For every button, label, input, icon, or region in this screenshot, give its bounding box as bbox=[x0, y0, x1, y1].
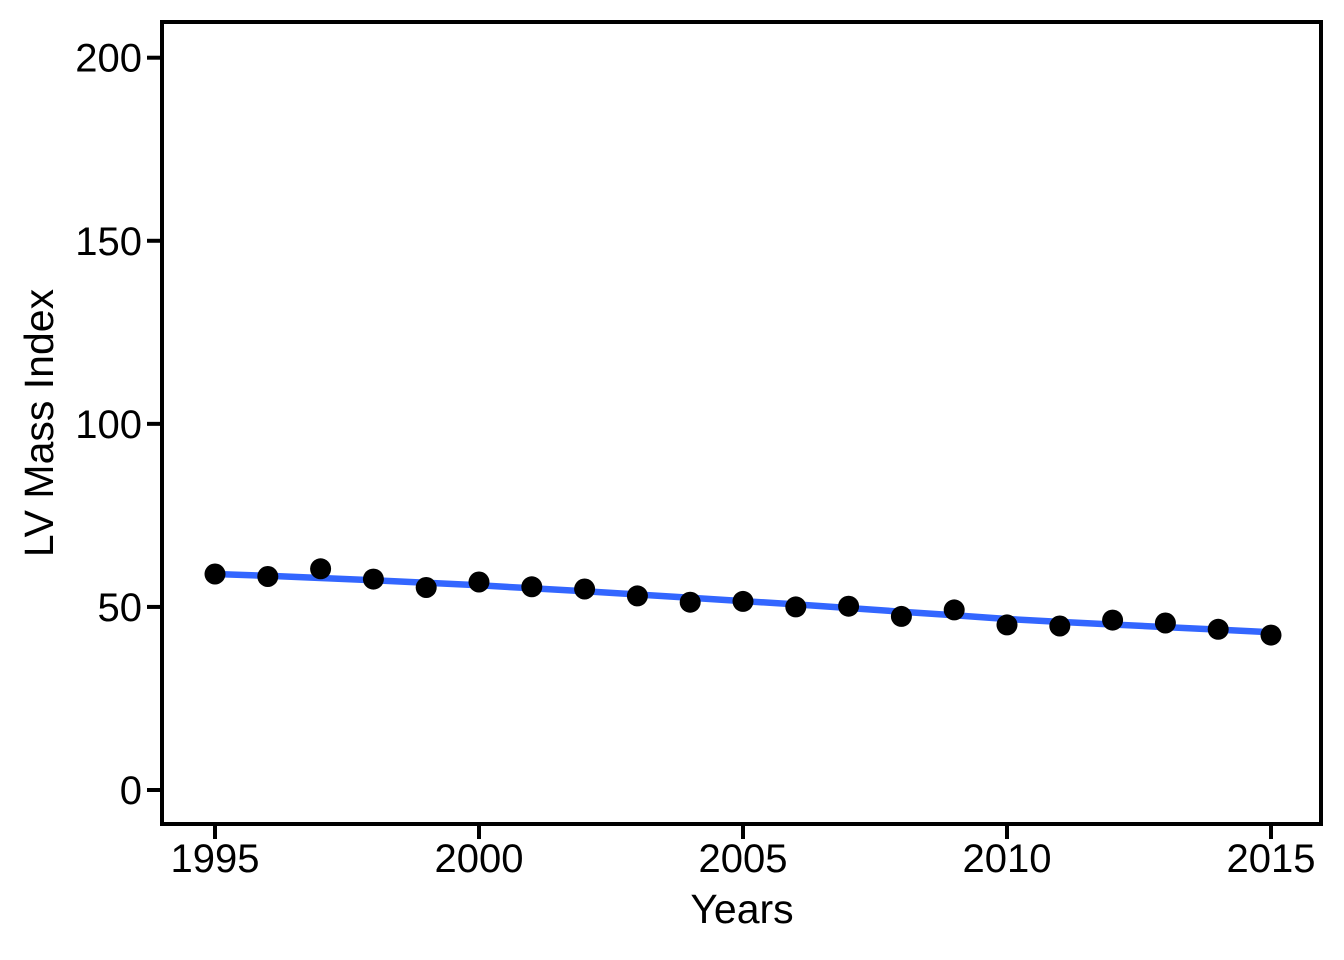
x-tick-label: 2000 bbox=[435, 837, 524, 881]
data-point bbox=[838, 595, 860, 617]
y-tick-label: 50 bbox=[98, 586, 143, 630]
data-point bbox=[521, 576, 543, 598]
x-tick-label: 2005 bbox=[699, 837, 788, 881]
y-tick-label: 200 bbox=[75, 37, 142, 81]
data-point bbox=[1154, 612, 1176, 634]
data-point bbox=[204, 563, 226, 585]
data-point bbox=[1049, 615, 1071, 637]
data-point bbox=[785, 596, 807, 618]
data-point bbox=[362, 568, 384, 590]
data-point bbox=[943, 599, 965, 621]
data-point bbox=[732, 590, 754, 612]
data-layer bbox=[204, 558, 1282, 646]
x-tick-label: 2015 bbox=[1227, 837, 1316, 881]
data-point bbox=[890, 605, 912, 627]
x-tick-label: 1995 bbox=[171, 837, 260, 881]
y-tick-label: 150 bbox=[75, 220, 142, 264]
data-point bbox=[1207, 618, 1229, 640]
y-tick-label: 100 bbox=[75, 403, 142, 447]
panel-border bbox=[160, 20, 1323, 826]
data-point bbox=[1102, 609, 1124, 631]
data-point bbox=[626, 585, 648, 607]
x-tick-label: 2010 bbox=[963, 837, 1052, 881]
axis-ticks-layer: 1995 2000 2005 2010 2015 0 50 100 150 200 bbox=[75, 37, 1315, 881]
y-axis-title: LV Mass Index bbox=[16, 288, 62, 557]
data-point bbox=[1260, 624, 1282, 646]
data-point bbox=[574, 578, 596, 600]
data-point bbox=[679, 591, 701, 613]
data-point bbox=[468, 571, 490, 593]
panel-border-layer bbox=[160, 20, 1323, 826]
data-point bbox=[415, 577, 437, 598]
data-point bbox=[257, 566, 279, 587]
data-point bbox=[310, 558, 332, 580]
x-axis-title: Years bbox=[690, 886, 793, 932]
y-tick-label: 0 bbox=[120, 769, 142, 813]
data-point bbox=[996, 614, 1018, 636]
